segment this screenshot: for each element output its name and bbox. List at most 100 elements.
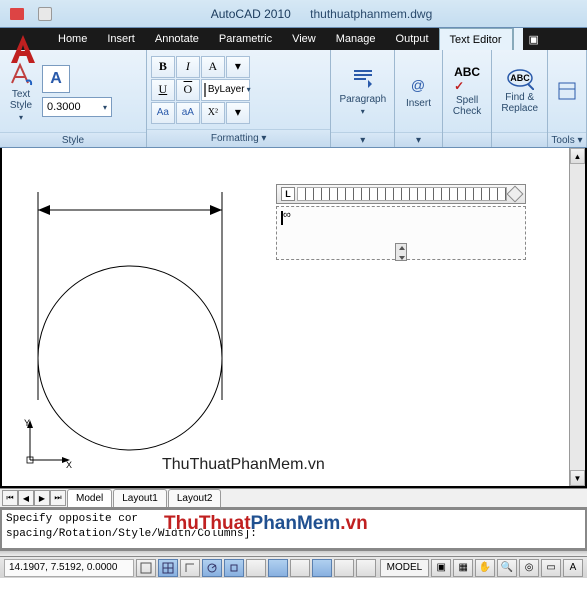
qat-btn[interactable]: [38, 7, 52, 21]
find-label: Find &Replace: [501, 92, 538, 114]
italic-button[interactable]: I: [176, 56, 200, 78]
panel-title-tools[interactable]: Tools ▾: [548, 132, 586, 147]
status-qp[interactable]: [356, 559, 376, 577]
options-button[interactable]: [552, 54, 582, 128]
text-cursor: [281, 211, 283, 225]
status-lwt[interactable]: [334, 559, 354, 577]
font-button[interactable]: A: [201, 56, 225, 78]
status-annoscale[interactable]: A: [563, 559, 583, 577]
tab-parametric[interactable]: Parametric: [209, 28, 282, 50]
spell-check-button[interactable]: ABC✓ SpellCheck: [449, 54, 485, 128]
panel-title-formatting[interactable]: Formatting ▾: [147, 129, 331, 147]
drawing-canvas[interactable]: Y X ThuThuatPhanMem.vn L ∞ ▲ ▼: [0, 148, 587, 488]
status-showmotion[interactable]: ▭: [541, 559, 561, 577]
layout-tab-2[interactable]: Layout2: [168, 489, 222, 507]
svg-text:Y: Y: [24, 418, 30, 428]
insert-icon: @: [407, 74, 429, 96]
mtext-ruler[interactable]: L: [276, 184, 526, 204]
spell-abc-icon: ABC✓: [454, 65, 480, 93]
tab-text-editor[interactable]: Text Editor: [439, 28, 513, 50]
scroll-down-button[interactable]: ▼: [570, 470, 585, 486]
text-height-value: 0.3000: [47, 101, 81, 113]
application-menu-button[interactable]: [0, 26, 46, 72]
tab-insert[interactable]: Insert: [97, 28, 145, 50]
color-label: ByLayer: [208, 84, 245, 95]
status-polar[interactable]: [202, 559, 222, 577]
insert-label: Insert: [406, 98, 431, 109]
find-replace-button[interactable]: ABC Find &Replace: [497, 54, 542, 128]
ribbon: TextStyle ▾ A 0.3000 ▾ Style B I A ▾ U O: [0, 50, 587, 148]
tab-annotate[interactable]: Annotate: [145, 28, 209, 50]
tab-nav-first[interactable]: ⏮: [2, 490, 18, 506]
svg-text:X: X: [66, 460, 72, 468]
mtext-height-handle[interactable]: [395, 243, 407, 261]
tab-manage[interactable]: Manage: [326, 28, 386, 50]
tab-nav-last[interactable]: ⏭: [50, 490, 66, 506]
status-space[interactable]: MODEL: [380, 559, 430, 577]
overlay-watermark: ThuThuatPhanMem.vn: [164, 511, 368, 537]
panel-title-insert[interactable]: ▾: [395, 132, 442, 147]
status-dyn[interactable]: [312, 559, 332, 577]
panel-title-paragraph[interactable]: ▾: [331, 132, 394, 147]
mtext-editor[interactable]: L ∞: [276, 184, 526, 260]
ruler-ticks[interactable]: [297, 187, 507, 201]
layout-tab-1[interactable]: Layout1: [113, 489, 167, 507]
annotative-toggle[interactable]: A: [42, 65, 70, 93]
vertical-scrollbar[interactable]: ▲ ▼: [569, 148, 585, 486]
superscript-button[interactable]: X²: [201, 102, 225, 124]
tab-nav-next[interactable]: ▶: [34, 490, 50, 506]
mtext-bounding-box[interactable]: ∞: [276, 206, 526, 260]
caps-aA-button[interactable]: aA: [176, 102, 200, 124]
ribbon-tabs: Home Insert Annotate Parametric View Man…: [0, 28, 587, 50]
panel-title-find: [492, 132, 547, 147]
color-combo[interactable]: ByLayer ▾: [201, 79, 250, 101]
formatting-more-button[interactable]: ▾: [226, 102, 250, 124]
svg-text:ABC: ABC: [510, 73, 530, 83]
status-otrack[interactable]: [268, 559, 288, 577]
ruler-width-handle[interactable]: [507, 186, 524, 203]
window-title: AutoCAD 2010 thuthuatphanmem.dwg: [56, 7, 587, 21]
document-name: thuthuatphanmem.dwg: [310, 7, 432, 21]
status-pan[interactable]: ✋: [475, 559, 495, 577]
insert-button[interactable]: @ Insert: [402, 54, 435, 128]
caps-aa-button[interactable]: Aa: [151, 102, 175, 124]
spell-label: SpellCheck: [453, 95, 481, 117]
tab-focus-icon[interactable]: ▣: [523, 28, 545, 50]
text-height-combo[interactable]: 0.3000 ▾: [42, 97, 112, 117]
system-menu-icon[interactable]: [0, 0, 34, 28]
color-swatch: [204, 83, 206, 97]
status-osnap[interactable]: [224, 559, 244, 577]
status-qview[interactable]: ▦: [453, 559, 473, 577]
tab-type-button[interactable]: L: [281, 187, 295, 201]
font-more-button[interactable]: ▾: [226, 56, 250, 78]
tab-home[interactable]: Home: [48, 28, 97, 50]
tab-nav-prev[interactable]: ◀: [18, 490, 34, 506]
status-zoom[interactable]: 🔍: [497, 559, 517, 577]
cmd-line-1: Specify opposite cor: [6, 513, 138, 525]
options-icon: [556, 80, 578, 102]
status-steering[interactable]: ◎: [519, 559, 539, 577]
status-grid[interactable]: [158, 559, 178, 577]
layout-tabs-bar: ⏮ ◀ ▶ ⏭ Model Layout1 Layout2: [0, 488, 587, 508]
tab-output[interactable]: Output: [386, 28, 439, 50]
command-line[interactable]: Specify opposite cor spacing/Rotation/St…: [0, 508, 587, 550]
bold-button[interactable]: B: [151, 56, 175, 78]
title-bar: AutoCAD 2010 thuthuatphanmem.dwg: [0, 0, 587, 28]
tab-view[interactable]: View: [282, 28, 326, 50]
text-style-label: TextStyle: [10, 89, 32, 111]
status-3dosnap[interactable]: [246, 559, 266, 577]
layout-tab-model[interactable]: Model: [67, 489, 112, 507]
mtext-wrap-icon: ∞: [283, 209, 291, 221]
scroll-up-button[interactable]: ▲: [570, 148, 585, 164]
status-snap[interactable]: [136, 559, 156, 577]
underline-button[interactable]: U: [151, 79, 175, 101]
status-ortho[interactable]: [180, 559, 200, 577]
panel-title-spell: [443, 132, 492, 147]
app-name: AutoCAD 2010: [211, 7, 291, 21]
canvas-watermark: ThuThuatPhanMem.vn: [162, 456, 325, 474]
paragraph-button[interactable]: Paragraph ▾: [335, 54, 390, 128]
overline-button[interactable]: O: [176, 79, 200, 101]
ucs-icon: Y X: [22, 418, 72, 468]
status-layout-max[interactable]: ▣: [431, 559, 451, 577]
status-ducs[interactable]: [290, 559, 310, 577]
